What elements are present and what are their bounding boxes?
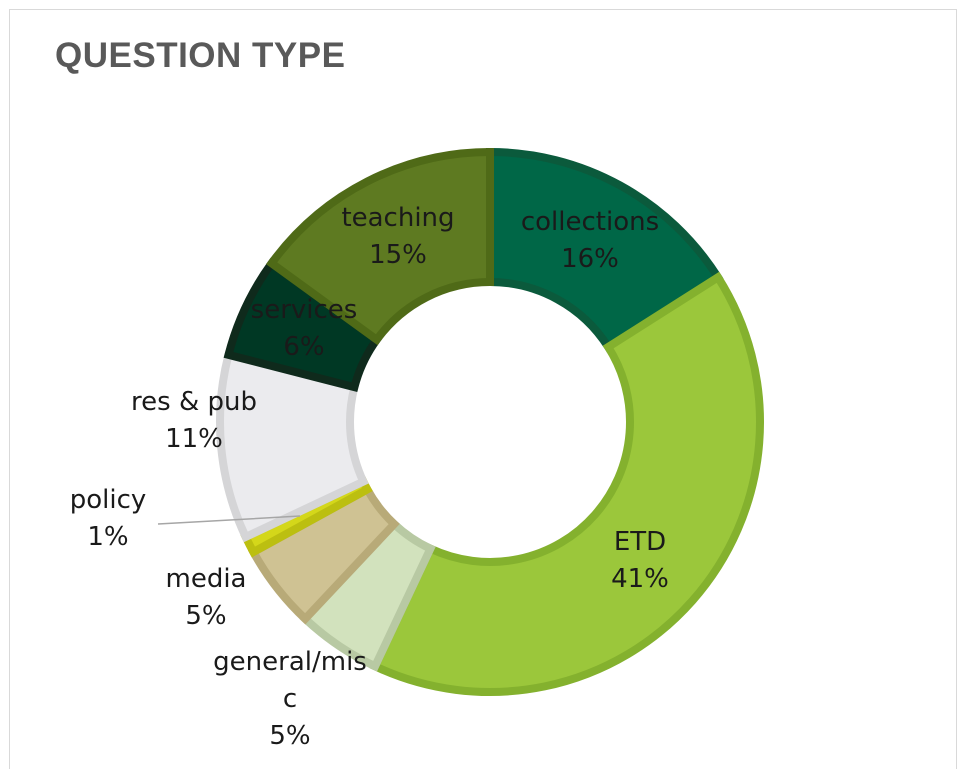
slice-etd [369,271,764,696]
chart-title: QUESTION TYPE [55,36,346,75]
slice-label-percent: 41% [611,564,669,594]
slice-label-percent: 5% [185,601,226,631]
slice-label-name: general/mis [213,647,367,677]
slice-label-name: media [166,564,247,594]
slice-label-percent: 1% [87,522,128,552]
slice-label-name: c [283,684,297,714]
slice-label-name: teaching [341,203,454,233]
slice-label-percent: 16% [561,244,619,274]
chart-frame [9,9,957,769]
slice-label-percent: 5% [269,721,310,751]
slice-label-percent: 6% [283,332,324,362]
slice-label-name: ETD [614,527,666,557]
slice-label-name: policy [70,485,147,515]
policy-leader-line [157,515,301,525]
slice-teaching [265,147,494,346]
slice-collections [486,147,724,353]
slice-label-name: services [251,295,358,325]
slice-labels: collections 16% ETD 41% general/mis c 5% media 5… [70,203,669,751]
slice-label-name: collections [521,207,659,237]
leader-lines [157,515,301,525]
slice-label-percent: 15% [369,240,427,270]
slice-label-name: res & pub [131,387,257,417]
slice-label-percent: 11% [165,424,223,454]
donut-slices [216,147,764,696]
